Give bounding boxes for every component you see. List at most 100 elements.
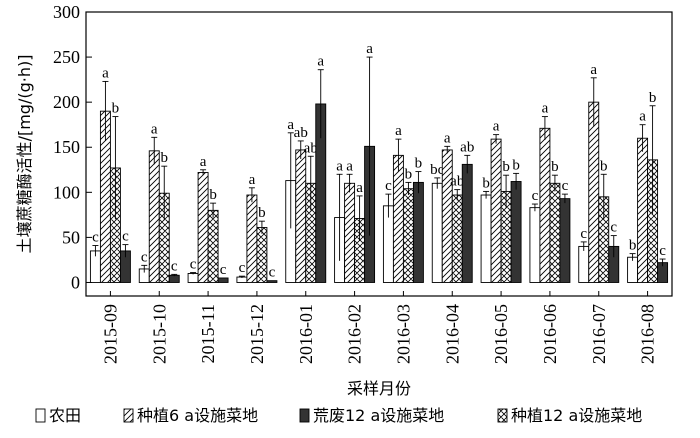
x-tick-label: 2016-05 <box>491 304 511 364</box>
x-axis-title: 采样月份 <box>347 379 411 398</box>
bar <box>627 256 639 283</box>
significance-label: b <box>415 156 423 172</box>
significance-label: a <box>287 117 294 133</box>
significance-label: ab <box>294 125 308 141</box>
y-tick-label: 50 <box>62 227 80 247</box>
bar <box>168 274 180 283</box>
bar <box>441 149 453 283</box>
y-axis-title: 土壤蔗糖酶活性/[mg/(g·h)] <box>15 55 34 254</box>
bar <box>431 182 443 283</box>
x-tick-label: 2016-01 <box>296 304 316 364</box>
x-tick-label: 2016-06 <box>540 304 560 364</box>
significance-label: b <box>161 150 169 166</box>
significance-label: c <box>610 220 617 236</box>
bar <box>539 127 551 283</box>
significance-label: ab <box>450 174 464 190</box>
legend-swatch <box>497 408 508 423</box>
plot-area: 0 50 100 150 200 250 300 2015-09 2015-10 2015-11 2… <box>15 2 673 398</box>
bar <box>187 273 199 283</box>
x-tick-label: 2015-09 <box>100 304 120 364</box>
significance-label: a <box>200 154 207 170</box>
y-tick-label: 250 <box>53 47 80 67</box>
significance-label: c <box>220 262 227 278</box>
y-tick-label: 150 <box>53 137 80 157</box>
bar <box>559 198 571 283</box>
significance-label: b <box>600 158 608 174</box>
bar <box>392 154 404 283</box>
significance-label: b <box>502 159 510 175</box>
significance-label: c <box>171 258 178 274</box>
significance-label: b <box>512 157 520 173</box>
y-tick-label: 100 <box>53 182 80 202</box>
significance-label: a <box>493 119 500 135</box>
legend-label: 荒废12 a设施菜地 <box>313 406 444 425</box>
significance-label: c <box>580 226 587 242</box>
y-tick-label: 300 <box>53 2 80 22</box>
significance-label: b <box>405 166 413 182</box>
significance-label: c <box>659 243 666 259</box>
x-tick-label: 2015-10 <box>149 304 169 364</box>
legend-swatch <box>123 408 134 423</box>
x-tick-label: 2015-11 <box>198 304 218 363</box>
bar <box>480 194 492 283</box>
significance-label: a <box>151 121 158 137</box>
legend-label: 农田 <box>49 406 81 425</box>
x-tick-label: 2016-02 <box>345 304 365 364</box>
significance-label: b <box>112 101 120 117</box>
legend-swatch <box>299 408 310 423</box>
x-tick-label: 2016-04 <box>442 304 462 364</box>
legend-label: 种植6 a设施菜地 <box>137 406 258 425</box>
bar <box>256 227 268 283</box>
significance-label: a <box>590 62 597 78</box>
legend: 农田 种植6 a设施菜地 荒废12 a设施菜地 种植12 a设施菜地 <box>35 406 642 425</box>
y-tick-label: 200 <box>53 92 80 112</box>
bar <box>461 163 473 283</box>
significance-label: c <box>190 257 197 273</box>
bar <box>588 101 600 283</box>
significance-label: b <box>258 205 266 221</box>
bar <box>217 277 229 283</box>
significance-label: a <box>317 54 324 70</box>
significance-label: a <box>356 180 363 196</box>
significance-label: c <box>92 230 99 246</box>
legend-label: 种植12 a设施菜地 <box>511 406 642 425</box>
significance-label: a <box>639 109 646 125</box>
bar <box>295 149 307 283</box>
x-tick-label: 2016-08 <box>638 304 658 364</box>
significance-label: c <box>269 265 276 281</box>
bar <box>344 182 356 283</box>
significance-label: a <box>366 41 373 57</box>
bar <box>637 137 649 283</box>
significance-label: ab <box>460 139 474 155</box>
significance-label: a <box>444 130 451 146</box>
x-tick-label: 2016-07 <box>589 304 609 364</box>
significance-label: a <box>336 158 343 174</box>
bar <box>451 194 463 283</box>
significance-label: b <box>629 238 637 254</box>
bar <box>148 150 160 283</box>
significance-label: b <box>551 159 559 175</box>
bar <box>207 209 219 283</box>
plot-frame <box>85 11 673 297</box>
significance-label: c <box>141 249 148 265</box>
significance-label: c <box>385 178 392 194</box>
x-tick-label: 2016-03 <box>393 304 413 364</box>
significance-label: c <box>532 188 539 204</box>
legend-swatch <box>35 408 46 423</box>
significance-label: a <box>395 123 402 139</box>
significance-label: b <box>209 187 217 203</box>
y-tick-label: 0 <box>71 272 80 292</box>
significance-label: a <box>346 158 353 174</box>
significance-label: c <box>239 260 246 276</box>
significance-label: a <box>102 65 109 81</box>
significance-label: bc <box>430 162 445 178</box>
bar <box>529 207 541 283</box>
significance-label: b <box>482 175 490 191</box>
bar <box>246 194 258 283</box>
bar <box>490 138 502 283</box>
significance-label: a <box>249 172 256 188</box>
bar <box>197 172 209 283</box>
significance-label: c <box>562 178 569 194</box>
significance-label: a <box>542 101 549 117</box>
